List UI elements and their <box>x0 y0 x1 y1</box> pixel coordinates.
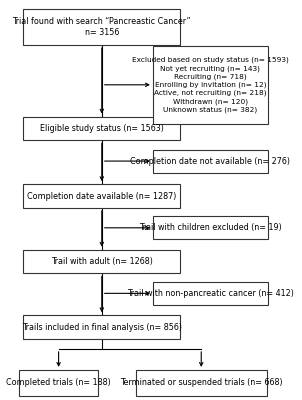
Text: Trails included in final analysis (n= 856): Trails included in final analysis (n= 85… <box>22 323 182 332</box>
Text: Trail with non-pancreatic cancer (n= 412): Trail with non-pancreatic cancer (n= 412… <box>127 289 294 298</box>
FancyBboxPatch shape <box>153 150 268 172</box>
FancyBboxPatch shape <box>23 315 180 339</box>
FancyBboxPatch shape <box>153 216 268 239</box>
Text: Completion date available (n= 1287): Completion date available (n= 1287) <box>27 192 176 200</box>
FancyBboxPatch shape <box>153 282 268 305</box>
Text: Excluded based on study status (n= 1593)
Not yet recruiting (n= 143)
Recruiting : Excluded based on study status (n= 1593)… <box>132 57 289 113</box>
FancyBboxPatch shape <box>23 184 180 208</box>
FancyBboxPatch shape <box>153 46 268 124</box>
Text: Trial found with search “Pancreastic Cancer”
n= 3156: Trial found with search “Pancreastic Can… <box>12 17 191 38</box>
Text: Terminated or suspended trials (n= 668): Terminated or suspended trials (n= 668) <box>120 378 283 387</box>
Text: Eligible study status (n= 1563): Eligible study status (n= 1563) <box>40 124 164 133</box>
Text: Trail with adult (n= 1268): Trail with adult (n= 1268) <box>51 257 153 266</box>
FancyBboxPatch shape <box>136 370 267 396</box>
FancyBboxPatch shape <box>23 250 180 274</box>
FancyBboxPatch shape <box>23 9 180 45</box>
Text: Completion date not available (n= 276): Completion date not available (n= 276) <box>130 156 291 166</box>
FancyBboxPatch shape <box>23 116 180 140</box>
Text: Completed trials (n= 188): Completed trials (n= 188) <box>6 378 111 387</box>
Text: Trail with children excluded (n= 19): Trail with children excluded (n= 19) <box>139 223 282 232</box>
FancyBboxPatch shape <box>19 370 98 396</box>
